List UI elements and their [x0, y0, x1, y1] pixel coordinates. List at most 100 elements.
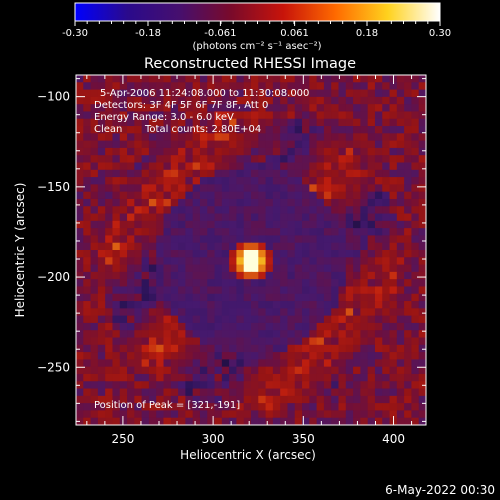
heatmap-cell	[97, 220, 106, 229]
heatmap-cell	[112, 213, 121, 222]
heatmap-cell	[112, 155, 121, 163]
heatmap-cell	[338, 75, 347, 83]
heatmap-cell	[323, 184, 332, 193]
heatmap-cell	[83, 293, 92, 302]
heatmap-cell	[418, 315, 426, 324]
heatmap-cell	[83, 147, 92, 156]
heatmap-cell	[404, 162, 412, 171]
heatmap-cell	[243, 82, 252, 91]
heatmap-cell	[112, 191, 121, 200]
heatmap-cell	[404, 147, 412, 156]
heatmap-cell	[280, 235, 288, 244]
heatmap-cell	[214, 184, 223, 193]
heatmap-cell	[404, 279, 412, 287]
heatmap-cell	[265, 126, 274, 134]
heatmap-cell	[163, 75, 172, 83]
heatmap-cell	[345, 388, 354, 397]
y-axis-label: Heliocentric Y (arcsec)	[13, 183, 27, 318]
heatmap-cell	[112, 104, 121, 112]
heatmap-cell	[76, 96, 84, 105]
heatmap-cell	[119, 206, 128, 215]
heatmap-cell	[214, 395, 223, 404]
heatmap-cell	[229, 395, 237, 404]
x-tick-label: 300	[202, 432, 225, 446]
heatmap-cell	[192, 293, 201, 302]
heatmap-cell	[389, 315, 398, 324]
heatmap-cell	[178, 330, 186, 338]
heatmap-cell	[243, 322, 252, 331]
heatmap-cell	[382, 381, 391, 390]
heatmap-cell	[382, 271, 391, 280]
heatmap-cell	[134, 330, 143, 338]
heatmap-cell	[156, 410, 164, 419]
heatmap-cell	[229, 104, 237, 112]
heatmap-cell	[97, 330, 106, 338]
annotation-time-range: 5-Apr-2006 11:24:08.000 to 11:30:08.000	[100, 88, 309, 99]
heatmap-cell	[105, 395, 113, 404]
heatmap-cell	[258, 126, 267, 134]
heatmap-cell	[316, 286, 325, 295]
heatmap-cell	[389, 169, 398, 178]
heatmap-cell	[345, 191, 354, 200]
heatmap-cell	[127, 337, 135, 346]
heatmap-cell	[148, 381, 157, 390]
heatmap-cell	[367, 301, 376, 309]
heatmap-cell	[258, 403, 267, 411]
heatmap-cell	[382, 388, 391, 397]
heatmap-cell	[127, 104, 135, 112]
heatmap-cell	[287, 206, 296, 215]
heatmap-cell	[258, 155, 267, 163]
heatmap-cell	[251, 184, 259, 193]
heatmap-cell	[127, 82, 135, 91]
heatmap-cell	[316, 220, 325, 229]
heatmap-cell	[119, 89, 128, 98]
heatmap-cell	[411, 344, 420, 353]
heatmap-cell	[345, 308, 354, 317]
heatmap-cell	[156, 169, 164, 178]
heatmap-cell	[214, 228, 223, 236]
heatmap-cell	[163, 198, 172, 207]
heatmap-cell	[192, 373, 201, 382]
heatmap-cell	[272, 301, 281, 309]
heatmap-cell	[192, 403, 201, 411]
heatmap-cell	[236, 177, 245, 185]
heatmap-cell	[141, 257, 150, 266]
heatmap-cell	[185, 271, 194, 280]
heatmap-cell	[229, 301, 237, 309]
heatmap-cell	[323, 301, 332, 309]
heatmap-cell	[243, 315, 252, 324]
heatmap-cell	[156, 352, 164, 360]
heatmap-cell	[97, 228, 106, 236]
heatmap-cell	[360, 388, 369, 397]
heatmap-cell	[170, 344, 179, 353]
heatmap-cell	[243, 264, 252, 273]
heatmap-cell	[199, 140, 208, 149]
heatmap-cell	[90, 352, 99, 360]
heatmap-cell	[382, 133, 391, 142]
heatmap-cell	[382, 403, 391, 411]
heatmap-cell	[105, 271, 113, 280]
heatmap-cell	[251, 155, 259, 163]
heatmap-cell	[411, 293, 420, 302]
heatmap-cell	[148, 89, 157, 98]
heatmap-cell	[221, 403, 230, 411]
heatmap-cell	[374, 322, 383, 331]
x-tick-label: 400	[382, 432, 405, 446]
heatmap-cell	[83, 177, 92, 185]
heatmap-cell	[316, 403, 325, 411]
heatmap-cell	[170, 293, 179, 302]
heatmap-cell	[309, 75, 318, 83]
heatmap-cell	[141, 366, 150, 375]
heatmap-cell	[243, 89, 252, 98]
heatmap-cell	[90, 286, 99, 295]
heatmap-cell	[360, 75, 369, 83]
heatmap-cell	[272, 352, 281, 360]
heatmap-cell	[404, 315, 412, 324]
heatmap-cell	[148, 140, 157, 149]
heatmap-cell	[396, 264, 405, 273]
heatmap-cell	[374, 279, 383, 287]
heatmap-cell	[367, 220, 376, 229]
heatmap-cell	[418, 206, 426, 215]
heatmap-cell	[316, 359, 325, 368]
heatmap-cell	[83, 235, 92, 244]
